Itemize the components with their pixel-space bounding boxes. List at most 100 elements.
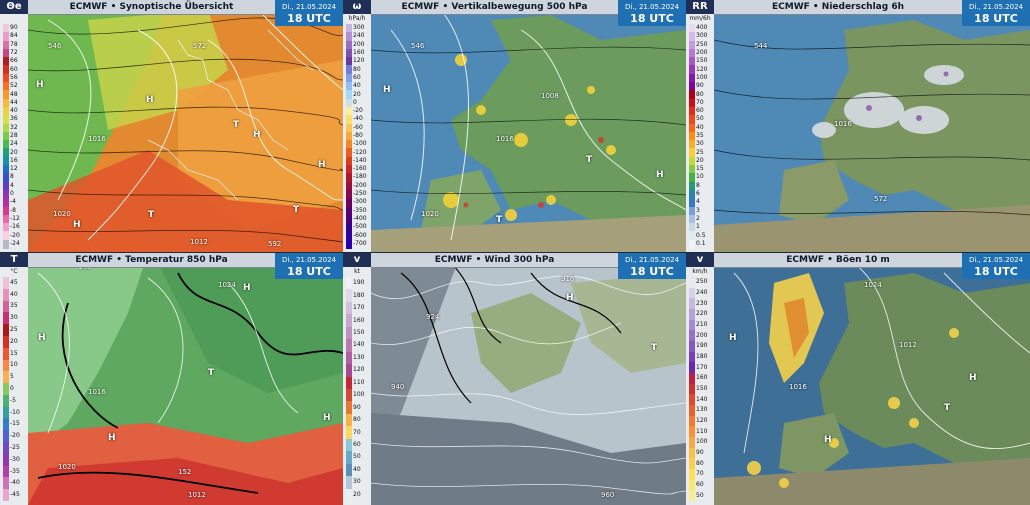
legend-tick: 180 [353,291,365,299]
panel-vertical-motion[interactable]: ω hPa/h 300 240 200 160 120 80 60 40 20 0 -20 -40 -6… [343,0,686,252]
isoline-label: 1024 [218,281,236,289]
legend-swatch [346,314,352,328]
time-text: 18 UTC [287,265,331,278]
legend-swatch [3,65,9,75]
legend-swatch [3,73,9,83]
legend-tick: 12 [10,165,18,173]
date-badge: Di., 21.05.2024 18 UTC [618,0,686,26]
date-badge: Di., 21.05.2024 18 UTC [275,0,343,26]
africa-land [714,205,1030,252]
legend-swatch [689,479,695,491]
legend-swatch [689,131,695,141]
map-vertical-motion[interactable]: H T H T 546 1020 1016 1008 [371,0,686,252]
legend-swatch [689,115,695,125]
legend-tick: 8 [10,173,14,181]
legend-tick: 20 [10,337,18,345]
legend-tick: 78 [10,40,18,48]
legend-tick: 28 [10,132,18,139]
high-pressure-marker: H [656,170,664,180]
legend-tick: -600 [353,231,367,239]
strong-ascent-areas [463,137,604,208]
legend-tick: 190 [696,342,708,350]
isoline-label: 152 [178,468,192,476]
map-synoptic[interactable]: H H T H H H T T 546 1020 572 1012 592 10… [28,0,343,252]
legend-tick: 45 [10,278,18,286]
date-badge: Di., 21.05.2024 18 UTC [962,0,1030,26]
legend-tick: 70 [353,428,361,436]
legend-tick: 20 [10,148,18,156]
legend-swatch [689,351,695,363]
mild-air-region [88,10,228,130]
time-text: 18 UTC [287,12,331,25]
legend-synoptic: Θe 90 84 78 72 66 60 56 52 48 44 40 36 32 28 24 20 16 12 8… [0,0,29,252]
legend-swatch [346,123,352,133]
legend-gusts: v km/h 250 240 230 220 210 200 190 180 170 160 150… [686,253,715,505]
legend-swatch [346,156,352,166]
legend-swatch [689,206,695,216]
legend-tick: 40 [696,123,704,131]
land-region [819,273,1030,473]
panel-synoptic[interactable]: Θe 90 84 78 72 66 60 56 52 48 44 40 36 32 28 24 20 16 12 8… [0,0,343,252]
legend-tick: 80 [696,90,704,98]
panel-wind-300[interactable]: v kt 190 180 170 160 150 140 130 120 110 100 90 80 7… [343,253,686,505]
iberia-land [779,413,849,478]
legend-swatch [346,438,352,452]
legend-swatch [689,239,695,249]
low-pressure-marker: T [496,215,503,225]
legend-tick: -30 [10,455,20,463]
isobars [37,272,299,434]
map-wind[interactable]: H T 916 924 940 960 [371,253,686,505]
legend-tick: 84 [10,32,18,40]
legend-swatch [689,40,695,50]
legend-tick: 130 [353,353,365,361]
legend-tick: -250 [353,190,367,198]
legend-swatch [346,476,352,490]
map-gusts[interactable]: H H H T 1024 1012 1016 [714,253,1030,505]
legend-swatch [689,90,695,100]
legend-swatch [3,123,9,133]
legend-tick: 300 [353,24,365,32]
panel-title: ECMWF • Wind 300 hPa [371,253,618,268]
legend-swatch [3,359,9,372]
legend-tick: 80 [353,65,361,73]
isoline-label: 1020 [58,463,76,471]
isoline-label: 1016 [88,135,106,143]
legend-tick: 35 [10,302,18,310]
legend-tick: -45 [10,491,20,499]
legend-swatch [689,405,695,416]
legend-tick: 170 [353,304,365,312]
legend-swatch [689,48,695,58]
legend-swatch [3,82,9,92]
legend-tick: 60 [696,481,704,488]
warm-air-region [178,60,343,230]
legend-symbol: Θe [0,0,28,14]
legend-tick: 20 [353,490,361,498]
legend-swatch [3,156,9,166]
legend-swatch [689,426,695,438]
legend-tick: 140 [696,395,708,403]
isohypses [714,39,1030,216]
legend-tick: -20 [10,231,20,239]
isoline-label: 1016 [496,135,514,143]
low-pressure-marker: T [944,403,951,413]
legend-swatch [3,239,9,249]
legend-tick: 0 [353,98,357,106]
legend-tick: 90 [696,82,704,90]
isoline-label: 546 [411,42,425,50]
legend-tick: 110 [353,378,365,386]
high-pressure-marker: H [729,333,737,343]
legend-tick: 16 [10,156,18,164]
legend-swatch [689,415,695,427]
legend-swatch [689,189,695,199]
isohypses [371,46,686,196]
map-precipitation[interactable]: 544 1016 572 [714,0,1030,252]
legend-swatch [346,413,352,427]
panel-precipitation[interactable]: RR mm/6h 400 300 250 200 150 120 100 90 80 70 60 50… [686,0,1030,252]
legend-swatch [689,383,695,395]
panel-temperature-850[interactable]: T °C 45 40 35 30 25 20 15 10 5 0 -5 -10 -15 -20 -25 -30… [0,253,343,505]
legend-swatch [346,214,352,224]
map-temperature[interactable]: H H T H H 148 1024 1016 1020 1012 152 [28,253,343,505]
panel-gusts-10m[interactable]: v km/h 250 240 230 220 210 200 190 180 170 160 150… [686,253,1030,505]
land-east [571,273,686,373]
legend-swatch [3,300,9,313]
